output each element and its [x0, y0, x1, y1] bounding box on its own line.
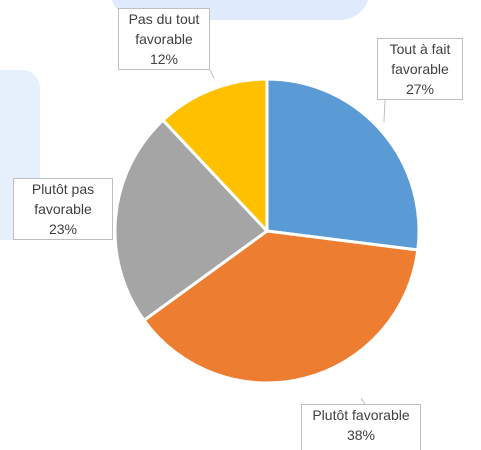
leader-line-tout-a-fait-favorable [383, 99, 386, 123]
data-label-value: 12% [149, 51, 179, 67]
leader-line-plutot-favorable [360, 397, 366, 405]
pie-slices [113, 77, 421, 385]
data-label-value: 23% [48, 221, 78, 237]
data-label-name: Pas du tout favorable [128, 11, 200, 47]
data-label-plutot-favorable: Plutôt favorable 38% [301, 404, 421, 450]
pie-slice-pas-du-tout-favorable [161, 77, 269, 233]
data-label-value: 38% [346, 427, 376, 443]
pie-slice-plut-t-pas-favorable [113, 118, 269, 322]
data-label-name: Tout à fait favorable [389, 41, 451, 77]
pie-slice-plut-t-favorable [142, 229, 420, 385]
data-label-value: 27% [405, 81, 435, 97]
leader-lines [209, 69, 386, 405]
leader-line-pas-du-tout-favorable [209, 69, 215, 79]
data-label-name: Plutôt favorable [312, 407, 410, 423]
data-label-tout-a-fait-favorable: Tout à fait favorable 27% [377, 38, 463, 100]
pie-slice-tout-fait-favorable [265, 77, 421, 252]
data-label-pas-du-tout-favorable: Pas du tout favorable 12% [118, 8, 210, 70]
data-label-plutot-pas-favorable: Plutôt pas favorable 23% [13, 178, 113, 240]
data-label-name: Plutôt pas favorable [31, 181, 95, 217]
